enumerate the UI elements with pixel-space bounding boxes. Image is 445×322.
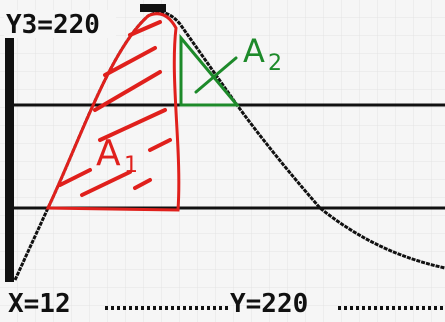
top-label: Y3=220 bbox=[6, 10, 100, 40]
y-readout: Y=220 bbox=[230, 289, 308, 319]
left-axis-bar bbox=[5, 38, 14, 282]
x-readout: X=12 bbox=[8, 289, 71, 319]
annotation-letter: A bbox=[243, 32, 265, 70]
peak-cursor bbox=[140, 4, 166, 12]
annotation-letter: A bbox=[96, 133, 121, 174]
annotation-subscript: 2 bbox=[268, 51, 282, 76]
pixel-grid bbox=[0, 0, 445, 322]
page: A 1 A 2 Y3=220 X=12 Y=220 (() => { const… bbox=[0, 0, 445, 322]
annotation-subscript: 1 bbox=[124, 153, 138, 178]
calculator-screen: A 1 A 2 Y3=220 X=12 Y=220 bbox=[0, 0, 445, 322]
